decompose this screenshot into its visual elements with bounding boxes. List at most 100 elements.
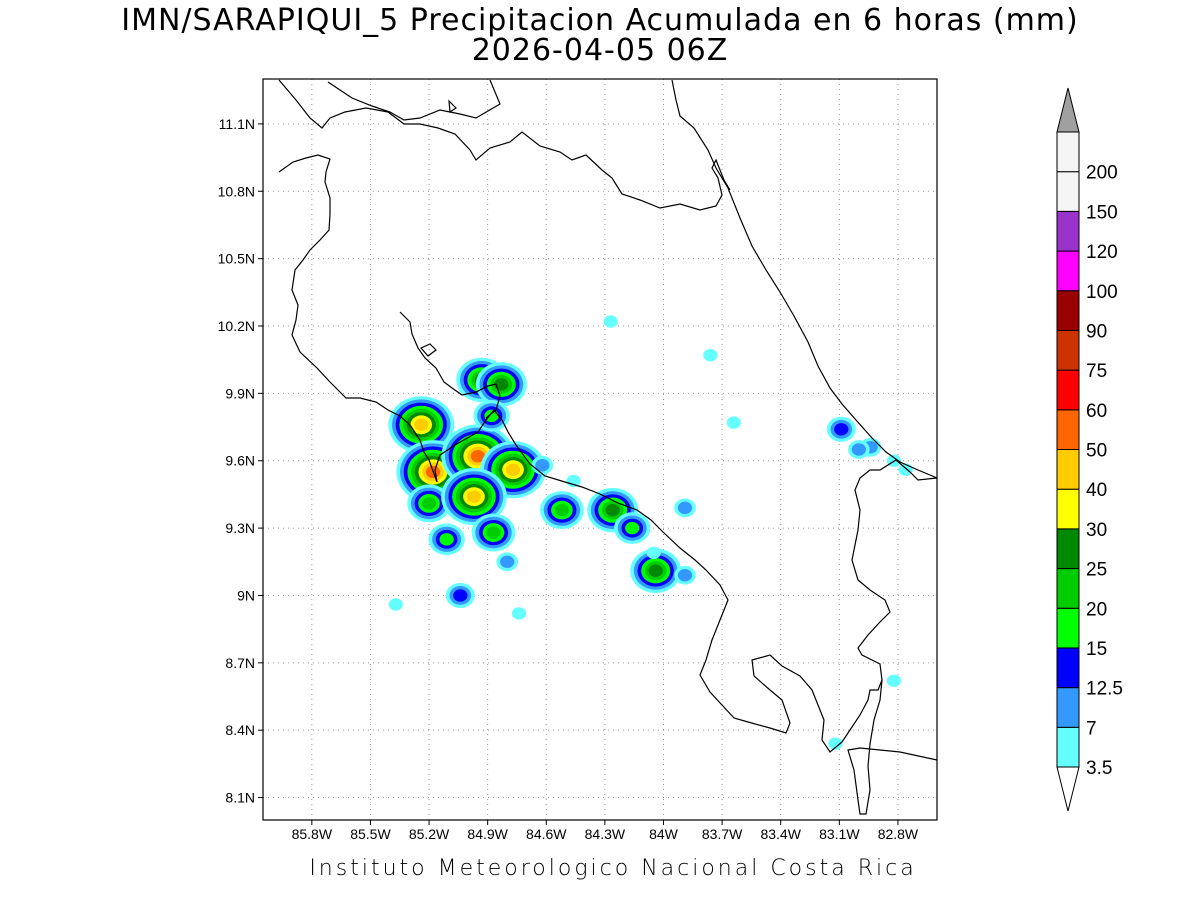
precip-contour <box>466 490 482 503</box>
precip-contour <box>453 589 468 602</box>
precip-cell <box>630 548 682 593</box>
precip-contour <box>834 423 849 436</box>
precip-cell <box>566 474 581 488</box>
legend-bottom-arrow <box>1056 766 1080 812</box>
y-tick-label: 9.3N <box>225 520 255 536</box>
precip-cell <box>674 565 696 585</box>
x-tick-label: 84.3W <box>585 826 626 842</box>
footer-credit: Instituto Meteorologico Nacional Costa R… <box>309 856 917 881</box>
legend-label: 3.5 <box>1086 758 1112 779</box>
title-line-2: 2026-04-05 06Z <box>471 33 729 68</box>
legend-swatch <box>1056 369 1080 411</box>
legend-label: 30 <box>1086 520 1107 541</box>
precip-cell <box>441 468 507 526</box>
legend-label: 20 <box>1086 599 1107 620</box>
x-tick-label: 83.7W <box>702 826 743 842</box>
legend-label: 25 <box>1086 560 1107 581</box>
precip-contour <box>500 555 515 568</box>
x-tick-label: 83.4W <box>760 826 801 842</box>
precip-contour <box>505 463 521 476</box>
precip-cell <box>428 523 465 556</box>
title-line-1: IMN/SARAPIQUI_5 Precipitacion Acumulada … <box>121 3 1079 38</box>
precip-contour <box>414 418 429 431</box>
precip-cell <box>848 440 870 459</box>
nicaragua-lake-shore <box>327 79 501 121</box>
legend-label: 150 <box>1086 202 1118 223</box>
x-tick-label: 85.2W <box>409 826 450 842</box>
legend-label: 90 <box>1086 321 1107 342</box>
legend-label: 40 <box>1086 480 1107 501</box>
precip-cell <box>603 315 618 328</box>
precip-contour <box>603 315 618 328</box>
precip-cell <box>407 484 451 523</box>
precip-contour <box>898 463 913 476</box>
legend-label: 100 <box>1086 282 1118 303</box>
precip-cell <box>828 737 843 750</box>
legend-label: 60 <box>1086 401 1107 422</box>
precip-cell <box>614 512 651 544</box>
precip-contour <box>648 564 663 577</box>
precip-contour <box>484 409 499 423</box>
legend-label: 7 <box>1086 718 1097 739</box>
precip-contour <box>625 521 640 535</box>
legend-swatch <box>1056 210 1080 252</box>
y-tick-label: 9.6N <box>225 453 255 469</box>
precip-contour <box>703 348 718 362</box>
precip-cell <box>388 598 403 611</box>
x-tick-label: 84W <box>649 826 679 842</box>
precip-contour <box>554 503 570 517</box>
precip-cell <box>471 513 516 552</box>
x-tick-label: 84.6W <box>526 826 567 842</box>
precip-contour <box>605 503 620 517</box>
precip-cell <box>703 348 718 362</box>
legend-swatch <box>1056 290 1080 331</box>
legend-swatch <box>1056 726 1080 768</box>
caribbean-coastline <box>671 79 937 479</box>
precip-contour <box>566 474 581 488</box>
precipitation-field <box>388 315 913 750</box>
precip-cell <box>511 607 527 620</box>
precip-contour <box>677 569 693 582</box>
precip-contour <box>646 546 661 559</box>
legend-swatch <box>1056 488 1080 530</box>
precip-contour <box>886 674 902 687</box>
legend-swatch <box>1056 409 1080 450</box>
legend-swatch <box>1056 329 1080 371</box>
precip-contour <box>439 533 454 546</box>
y-tick-label: 9.9N <box>225 385 255 401</box>
nicaragua-border <box>278 79 731 211</box>
precip-contour <box>677 501 693 515</box>
x-tick-label: 85.8W <box>292 826 333 842</box>
plot-area <box>263 79 937 820</box>
axes: 85.8W 85.5W 85.2W 84.9W 84.6W 84.3W 84W 83.7W 83… <box>218 116 919 842</box>
pacific-coastline <box>278 154 937 753</box>
nicoya-gulf-shore <box>399 311 501 419</box>
panama-border <box>847 679 937 815</box>
legend-label: 75 <box>1086 361 1107 382</box>
y-tick-label: 8.7N <box>225 655 255 671</box>
legend-swatch <box>1056 449 1080 490</box>
y-tick-label: 11.1N <box>219 116 255 132</box>
x-tick-label: 82.8W <box>878 826 919 842</box>
precip-cell <box>646 546 661 559</box>
y-tick-label: 9N <box>237 587 255 603</box>
precip-cell <box>473 400 510 432</box>
legend-label: 200 <box>1086 163 1118 184</box>
y-tick-label: 8.4N <box>225 722 255 738</box>
legend-swatch <box>1056 607 1080 649</box>
precip-cell <box>898 463 913 476</box>
legend-swatch <box>1056 568 1080 609</box>
coastline-layer <box>278 79 937 815</box>
legend-label: 50 <box>1086 441 1107 462</box>
precip-cell <box>531 455 554 475</box>
precip-contour <box>470 450 486 463</box>
gulf-island <box>420 343 437 357</box>
colorbar-legend: 3.5 7 12.5 15 20 25 30 40 50 60 75 90 100 120 150 200 <box>1056 87 1123 812</box>
precip-contour <box>828 737 843 750</box>
x-tick-label: 83.1W <box>819 826 860 842</box>
legend-swatch <box>1056 647 1080 689</box>
precip-contour <box>535 459 550 472</box>
precip-cell <box>496 552 519 572</box>
x-tick-label: 85.5W <box>350 826 391 842</box>
legend-swatch <box>1056 687 1080 728</box>
